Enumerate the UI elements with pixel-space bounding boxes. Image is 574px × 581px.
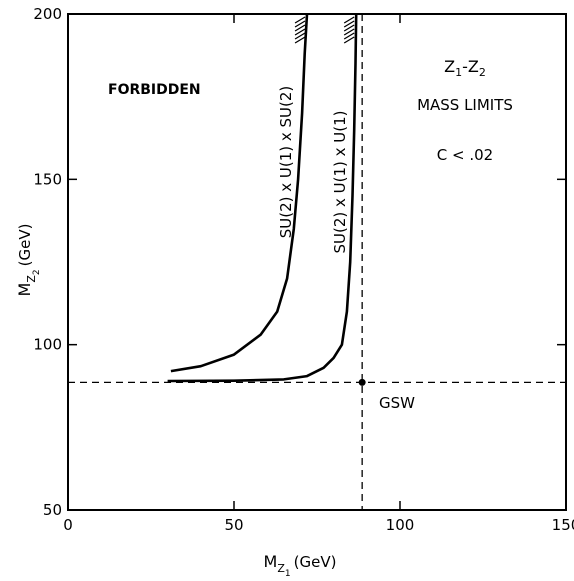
curve-label-su2-u1-u1: SU(2) x U(1) x U(1) <box>331 110 349 253</box>
y-axis-label-main: M <box>15 283 34 297</box>
forbidden-label: FORBIDDEN <box>108 82 201 98</box>
x-axis-label-unit: (GeV) <box>294 553 337 571</box>
x-tick-label: 100 <box>386 516 415 534</box>
x-axis-label-main: M <box>264 552 278 571</box>
z2-subscript: 2 <box>479 66 486 79</box>
mass-limits-label: MASS LIMITS <box>417 96 513 114</box>
z1-subscript: 1 <box>455 66 462 79</box>
y-tick-label: 150 <box>33 170 62 188</box>
curve-label-su2-u1-su2: SU(2) x U(1) x SU(2) <box>277 86 295 239</box>
y-axis-label: MZ2(GeV) <box>15 224 42 297</box>
x-tick-label: 50 <box>224 516 243 534</box>
c-limit-label: C < .02 <box>437 146 493 164</box>
y-tick-label: 200 <box>33 5 62 23</box>
z1-letter: Z <box>444 57 455 76</box>
y-tick-label: 100 <box>33 336 62 354</box>
z2-letter: Z <box>468 57 479 76</box>
y-axis-label-unit: (GeV) <box>16 224 34 267</box>
gsw-point <box>359 379 366 386</box>
series-line-2 <box>168 14 357 381</box>
y-axis-label-subsub: 2 <box>32 269 42 275</box>
z1-z2-title: Z1-Z2 <box>444 57 486 79</box>
y-tick-label: 50 <box>43 501 62 519</box>
x-tick-label: 150 <box>552 516 574 534</box>
curves <box>168 14 357 381</box>
x-tick-label: 0 <box>63 516 73 534</box>
gsw-label: GSW <box>379 394 415 412</box>
x-axis-label-subsub: 1 <box>285 569 291 579</box>
x-axis-label: MZ1(GeV) <box>264 552 337 579</box>
